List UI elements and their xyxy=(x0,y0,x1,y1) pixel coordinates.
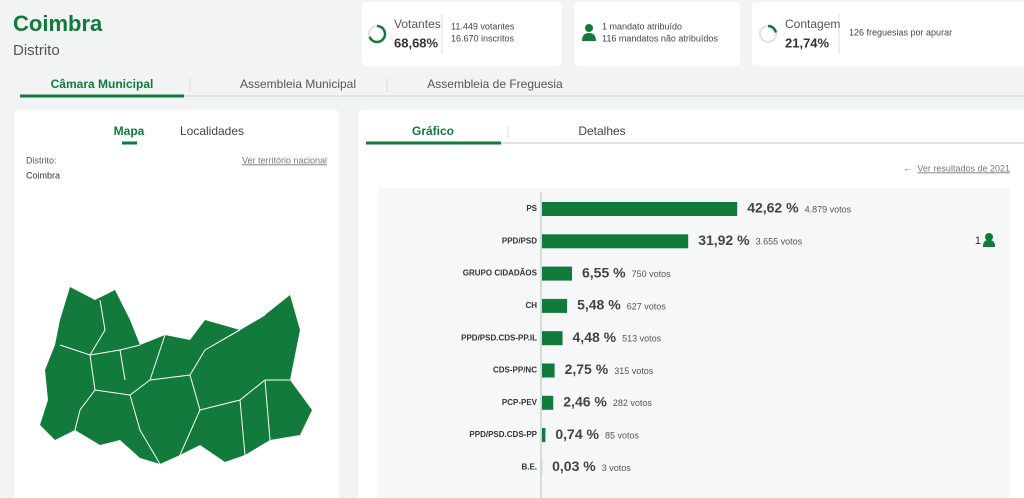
votes-label: 282 votos xyxy=(613,398,653,408)
page-subtitle: Distrito xyxy=(13,42,60,59)
bar xyxy=(542,428,546,443)
value-label: 0,03 % xyxy=(552,458,596,474)
value-label: 2,46 % xyxy=(563,394,607,410)
results-tab[interactable]: Gráfico xyxy=(412,124,454,138)
votes-label: 513 votos xyxy=(622,334,662,344)
map-tab[interactable]: Mapa xyxy=(114,124,145,138)
value-label: 0,74 % xyxy=(555,426,599,442)
mandates: 1 xyxy=(975,235,981,247)
category-label: PPD/PSD.CDS-PP.IL xyxy=(461,333,537,342)
bar xyxy=(542,202,738,216)
stat-card xyxy=(362,2,562,66)
category-label: GRUPO CIDADÃOS xyxy=(463,269,538,278)
category-label: PS xyxy=(526,204,537,213)
stat-detail: 16.670 inscritos xyxy=(451,33,515,43)
user-icon xyxy=(982,233,996,247)
votes-label: 3 votos xyxy=(602,463,632,473)
stat-detail: 126 freguesias por apurar xyxy=(849,27,952,37)
district-name: Coimbra xyxy=(26,170,60,180)
category-label: CH xyxy=(525,301,537,310)
stat-detail: 11.449 votantes xyxy=(451,21,515,31)
bar xyxy=(542,266,572,281)
stat-card xyxy=(574,2,740,66)
category-label: CDS-PP/NC xyxy=(493,366,537,375)
stat-card xyxy=(752,2,1024,66)
bar xyxy=(542,331,563,346)
value-label: 6,55 % xyxy=(582,264,626,280)
votes-label: 3.655 votos xyxy=(756,237,803,247)
previous-link[interactable]: Ver resultados de 2021 xyxy=(917,163,1010,173)
chart-area xyxy=(378,188,1010,498)
bar xyxy=(542,363,555,378)
stat-value: 21,74% xyxy=(785,35,830,50)
category-label: PCP-PEV xyxy=(502,398,538,407)
votes-label: 4.879 votos xyxy=(805,204,852,214)
votes-label: 85 votos xyxy=(605,430,640,440)
votes-label: 627 votos xyxy=(627,301,667,311)
tab[interactable]: Assembleia de Freguesia xyxy=(427,77,563,91)
national-link[interactable]: Ver território nacional xyxy=(242,155,327,165)
value-label: 31,92 % xyxy=(698,232,750,248)
value-label: 5,48 % xyxy=(577,297,621,313)
votes-label: 750 votos xyxy=(632,269,672,279)
stat-detail: 1 mandato atribuído xyxy=(602,21,682,31)
arrow: ← xyxy=(903,164,913,175)
person-icon xyxy=(582,24,596,41)
progress-arc xyxy=(758,24,778,44)
stat-label: Contagem xyxy=(785,17,840,31)
value-label: 2,75 % xyxy=(565,361,609,377)
progress-arc xyxy=(367,24,387,44)
value-label: 4,48 % xyxy=(573,329,617,345)
votes-label: 315 votos xyxy=(614,366,654,376)
category-label: PPD/PSD xyxy=(502,236,537,245)
stat-value: 68,68% xyxy=(394,35,439,50)
page-title: Coimbra xyxy=(13,11,103,36)
bar xyxy=(542,234,689,249)
stat-label: Votantes xyxy=(394,17,441,31)
value-label: 42,62 % xyxy=(747,200,799,216)
bar xyxy=(542,298,568,313)
category-label: PPD/PSD.CDS-PP xyxy=(469,430,537,439)
district-map xyxy=(40,287,312,465)
bar xyxy=(542,395,554,410)
district-label: Distrito: xyxy=(26,155,57,165)
tab[interactable]: Assembleia Municipal xyxy=(240,77,356,91)
tab[interactable]: Câmara Municipal xyxy=(51,77,154,91)
results-tab[interactable]: Detalhes xyxy=(578,124,625,138)
stat-detail: 116 mandatos não atribuídos xyxy=(602,33,718,43)
map-tab[interactable]: Localidades xyxy=(180,124,244,138)
category-label: B.E. xyxy=(521,463,537,472)
